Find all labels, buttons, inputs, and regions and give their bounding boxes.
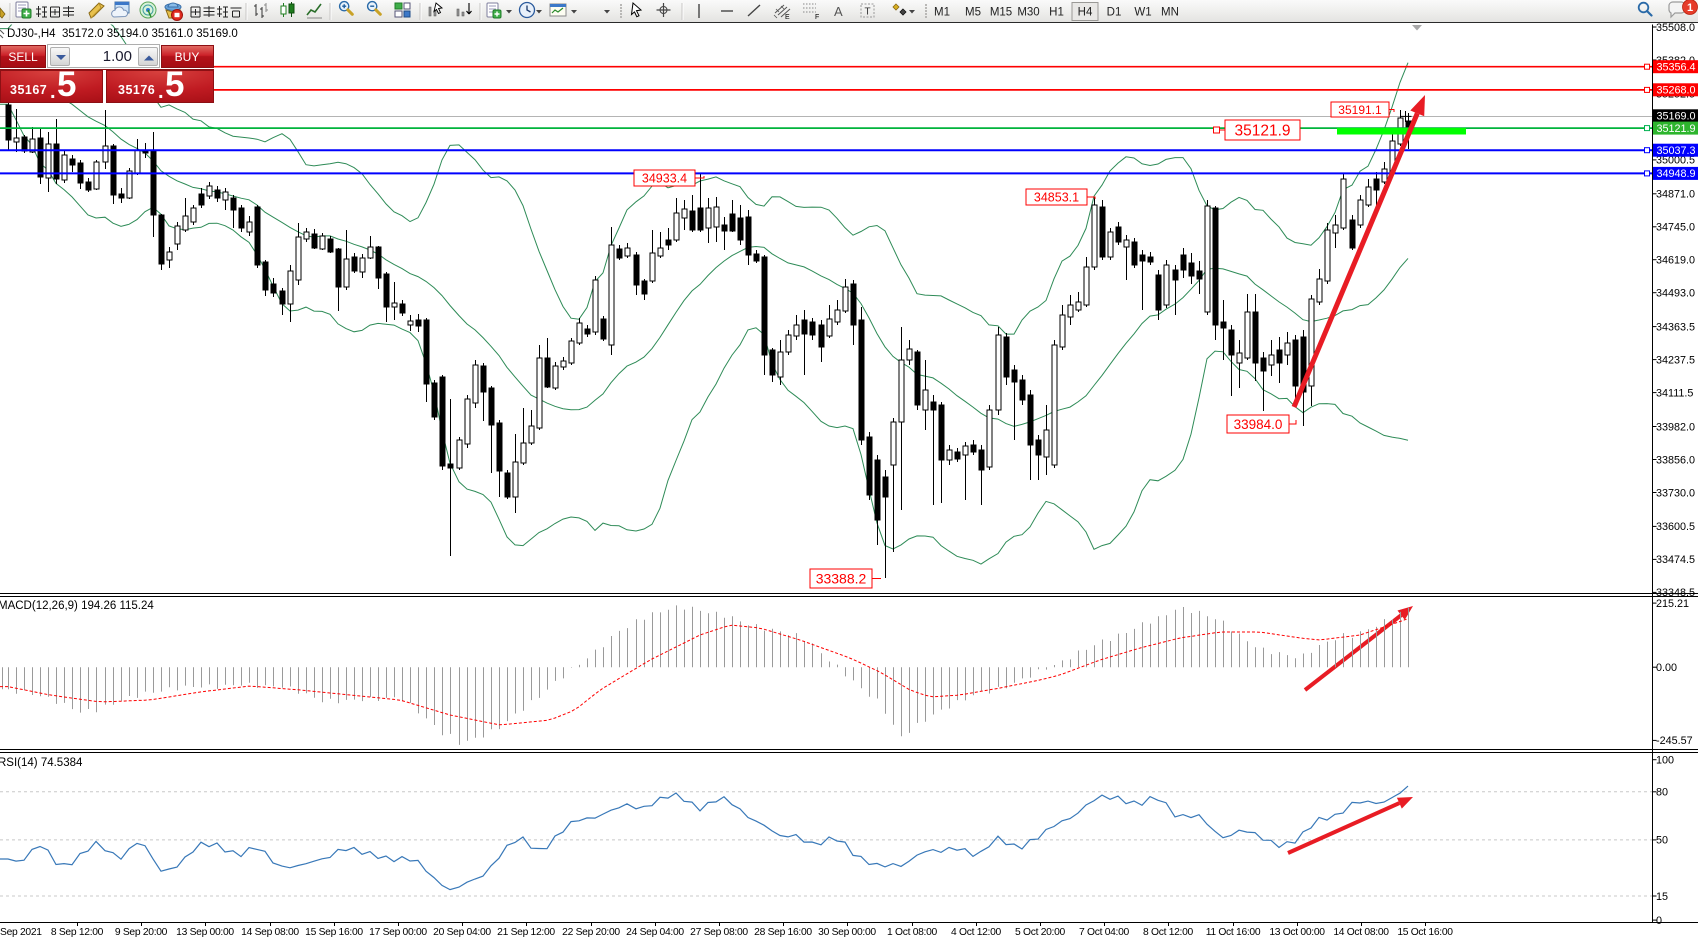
svg-text:15 Sep 16:00: 15 Sep 16:00 — [305, 927, 363, 938]
svg-text:17 Sep 00:00: 17 Sep 00:00 — [369, 927, 427, 938]
svg-text:34111.5: 34111.5 — [1656, 387, 1693, 399]
svg-text:M5: M5 — [965, 7, 981, 19]
svg-text:DJ30-,H4 35172.0 35194.0 3516: DJ30-,H4 35172.0 35194.0 35161.0 35169.0 — [7, 28, 238, 40]
svg-text:33348.5: 33348.5 — [1656, 587, 1695, 599]
svg-text:100: 100 — [1656, 755, 1674, 767]
svg-text:0.00: 0.00 — [1656, 662, 1677, 674]
svg-text:15 Oct 16:00: 15 Oct 16:00 — [1397, 927, 1453, 938]
svg-text:35121.9: 35121.9 — [1234, 123, 1290, 140]
svg-text:14 Sep 08:00: 14 Sep 08:00 — [241, 927, 299, 938]
svg-text:8 Sep 12:00: 8 Sep 12:00 — [51, 927, 104, 938]
svg-text:11 Oct 16:00: 11 Oct 16:00 — [1206, 927, 1261, 938]
svg-text:33600.5: 33600.5 — [1656, 521, 1695, 533]
svg-text:35037.3: 35037.3 — [1657, 145, 1696, 157]
svg-text:-245.57: -245.57 — [1656, 735, 1693, 747]
svg-text:1: 1 — [1687, 2, 1693, 14]
svg-text:27 Sep 08:00: 27 Sep 08:00 — [690, 927, 748, 938]
svg-text:34853.1: 34853.1 — [1034, 191, 1079, 205]
svg-text:33982.0: 33982.0 — [1656, 421, 1695, 433]
svg-text:H1: H1 — [1049, 7, 1064, 19]
svg-text:RSI(14) 74.5384: RSI(14) 74.5384 — [0, 757, 83, 769]
svg-text:0: 0 — [1656, 915, 1662, 927]
svg-text:35508.0: 35508.0 — [1656, 22, 1695, 34]
svg-text:8 Oct 12:00: 8 Oct 12:00 — [1143, 927, 1194, 938]
svg-text:34933.4: 34933.4 — [642, 172, 687, 186]
svg-text:5 Oct 20:00: 5 Oct 20:00 — [1015, 927, 1066, 938]
svg-text:15: 15 — [1656, 891, 1668, 903]
svg-text:H4: H4 — [1078, 7, 1093, 19]
svg-text:M15: M15 — [990, 7, 1012, 19]
svg-text:215.21: 215.21 — [1656, 598, 1689, 610]
svg-text:35268.0: 35268.0 — [1657, 85, 1696, 97]
svg-text:T: T — [865, 7, 871, 18]
svg-text:33730.0: 33730.0 — [1656, 487, 1695, 499]
svg-text:34745.0: 34745.0 — [1656, 222, 1695, 234]
svg-text:24 Sep 04:00: 24 Sep 04:00 — [626, 927, 684, 938]
svg-text:13 Oct 00:00: 13 Oct 00:00 — [1269, 927, 1325, 938]
svg-text:Sep 2021: Sep 2021 — [0, 927, 42, 938]
svg-text:13 Sep 00:00: 13 Sep 00:00 — [176, 927, 234, 938]
svg-text:35121.9: 35121.9 — [1657, 123, 1696, 135]
svg-text:30 Sep 00:00: 30 Sep 00:00 — [818, 927, 876, 938]
svg-text:M30: M30 — [1017, 7, 1039, 19]
svg-text:34493.0: 34493.0 — [1656, 288, 1695, 300]
svg-text:35191.1: 35191.1 — [1338, 103, 1382, 117]
svg-text:W1: W1 — [1134, 7, 1151, 19]
svg-text:34948.9: 34948.9 — [1657, 168, 1696, 180]
svg-text:7 Oct 04:00: 7 Oct 04:00 — [1079, 927, 1130, 938]
svg-text:34363.5: 34363.5 — [1656, 321, 1695, 333]
svg-text:33388.2: 33388.2 — [816, 571, 867, 587]
svg-text:MN: MN — [1161, 7, 1179, 19]
svg-text:9 Sep 20:00: 9 Sep 20:00 — [115, 927, 168, 938]
svg-text:34237.5: 34237.5 — [1656, 354, 1695, 366]
svg-text:80: 80 — [1656, 787, 1668, 799]
svg-text:34619.0: 34619.0 — [1656, 255, 1695, 267]
svg-text:34871.0: 34871.0 — [1656, 189, 1695, 201]
svg-text:35000.5: 35000.5 — [1656, 155, 1695, 167]
svg-text:A: A — [834, 4, 843, 19]
svg-text:50: 50 — [1656, 835, 1668, 847]
svg-text:20 Sep 04:00: 20 Sep 04:00 — [433, 927, 491, 938]
svg-text:22 Sep 20:00: 22 Sep 20:00 — [562, 927, 620, 938]
svg-text:28 Sep 16:00: 28 Sep 16:00 — [754, 927, 812, 938]
svg-text:M1: M1 — [934, 7, 950, 19]
svg-text:33856.0: 33856.0 — [1656, 454, 1695, 466]
svg-text:F: F — [815, 14, 819, 21]
svg-text:MACD(12,26,9) 194.26 115.24: MACD(12,26,9) 194.26 115.24 — [0, 600, 154, 612]
svg-text:33984.0: 33984.0 — [1234, 417, 1283, 432]
svg-text:1 Oct 08:00: 1 Oct 08:00 — [887, 927, 938, 938]
svg-text:33474.5: 33474.5 — [1656, 554, 1695, 566]
svg-text:35169.0: 35169.0 — [1657, 111, 1696, 123]
svg-text:D1: D1 — [1107, 7, 1122, 19]
svg-text:E: E — [785, 14, 790, 21]
svg-text:14 Oct 08:00: 14 Oct 08:00 — [1333, 927, 1389, 938]
svg-text:35356.4: 35356.4 — [1657, 62, 1696, 74]
svg-text:21 Sep 12:00: 21 Sep 12:00 — [497, 927, 555, 938]
svg-text:4 Oct 12:00: 4 Oct 12:00 — [951, 927, 1002, 938]
